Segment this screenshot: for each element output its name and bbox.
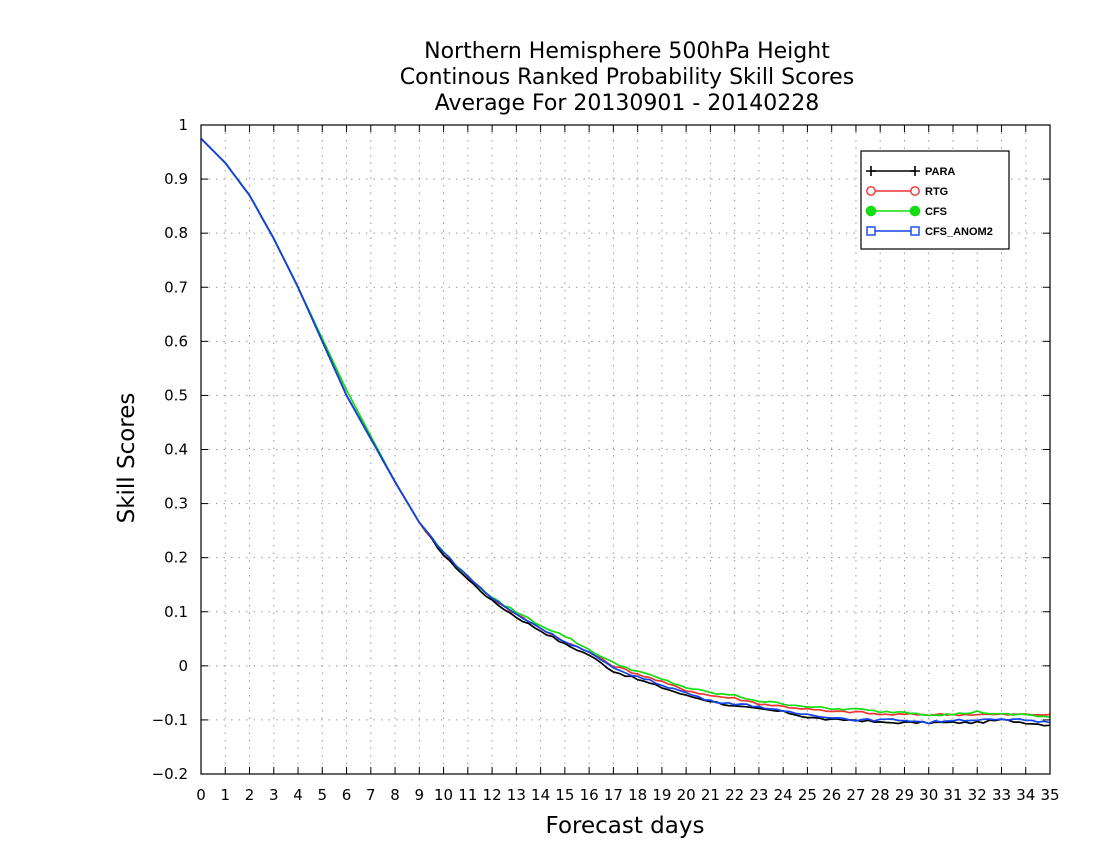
y-tick-label: 0 bbox=[178, 657, 188, 675]
x-tick-label: 0 bbox=[196, 786, 206, 804]
x-tick-label: 26 bbox=[822, 786, 841, 804]
y-tick-label: 0.4 bbox=[164, 441, 188, 459]
x-tick-label: 33 bbox=[992, 786, 1011, 804]
y-tick-label: 0.9 bbox=[164, 170, 188, 188]
x-tick-label: 30 bbox=[919, 786, 938, 804]
legend-label: CFS bbox=[925, 206, 947, 218]
x-tick-label: 10 bbox=[434, 786, 453, 804]
legend: PARA RTG CFS CFS_ANOM2 bbox=[860, 150, 1010, 250]
y-tick-label: 0.2 bbox=[164, 549, 188, 567]
y-tick-label: 0.1 bbox=[164, 603, 188, 621]
legend-marker bbox=[866, 166, 876, 176]
x-tick-label: 24 bbox=[774, 786, 793, 804]
x-tick-label: 4 bbox=[293, 786, 303, 804]
axis-ticks bbox=[200, 124, 1051, 775]
series-line-cfs bbox=[200, 137, 1051, 719]
legend-marker bbox=[866, 186, 876, 196]
legend-marker bbox=[910, 186, 920, 196]
chart-title: Northern Hemisphere 500hPa HeightContino… bbox=[400, 39, 854, 116]
legend-label: CFS_ANOM2 bbox=[925, 226, 993, 238]
legend-marker bbox=[866, 226, 876, 236]
title-line: Continous Ranked Probability Skill Score… bbox=[400, 65, 854, 90]
legend-marker bbox=[865, 205, 877, 217]
x-tick-label: 28 bbox=[871, 786, 890, 804]
x-tick-label: 12 bbox=[483, 786, 502, 804]
x-tick-label: 9 bbox=[415, 786, 425, 804]
x-tick-label: 34 bbox=[1016, 786, 1035, 804]
series-lines bbox=[200, 137, 1051, 727]
x-tick-label: 6 bbox=[342, 786, 352, 804]
x-tick-label: 31 bbox=[943, 786, 962, 804]
y-tick-label: 0.8 bbox=[164, 224, 188, 242]
legend-marker bbox=[909, 205, 921, 217]
x-tick-label: 23 bbox=[749, 786, 768, 804]
y-tick-label: 0.5 bbox=[164, 386, 188, 404]
legend-label: RTG bbox=[925, 186, 948, 198]
x-tick-label: 25 bbox=[798, 786, 817, 804]
legend-marker bbox=[910, 226, 920, 236]
x-tick-label: 2 bbox=[245, 786, 255, 804]
x-tick-label: 11 bbox=[458, 786, 477, 804]
x-tick-label: 13 bbox=[507, 786, 526, 804]
x-axis-label: Forecast days bbox=[546, 813, 705, 839]
x-tick-label: 27 bbox=[846, 786, 865, 804]
x-tick-label: 5 bbox=[318, 786, 328, 804]
x-tick-label: 8 bbox=[390, 786, 400, 804]
x-tick-labels: 0 1 2 3 4 5 6 7 8 9 10 11 12 13 14 15 16 17 18 19 20 21 22 23 24… bbox=[196, 786, 1059, 804]
x-tick-label: 29 bbox=[895, 786, 914, 804]
x-tick-label: 32 bbox=[968, 786, 987, 804]
x-tick-label: 19 bbox=[652, 786, 671, 804]
x-tick-label: 15 bbox=[555, 786, 574, 804]
x-tick-label: 1 bbox=[220, 786, 230, 804]
y-tick-label: −0.2 bbox=[152, 765, 188, 783]
legend-marker bbox=[910, 166, 920, 176]
y-axis-label: Skill Scores bbox=[114, 393, 140, 524]
x-tick-label: 18 bbox=[628, 786, 647, 804]
legend-label: PARA bbox=[925, 166, 955, 178]
y-tick-labels: −0.2 −0.1 0 0.1 0.2 0.3 0.4 0.5 0.6 0.7 0.8 0.9 1 bbox=[152, 116, 188, 783]
title-line: Northern Hemisphere 500hPa Height bbox=[424, 39, 830, 64]
title-line: Average For 20130901 - 20140228 bbox=[435, 91, 820, 116]
series-line-cfs-anom2 bbox=[200, 137, 1051, 725]
x-tick-label: 14 bbox=[531, 786, 550, 804]
legend-box bbox=[860, 150, 1010, 250]
x-tick-label: 35 bbox=[1040, 786, 1059, 804]
y-tick-label: 0.7 bbox=[164, 278, 188, 296]
y-tick-label: 0.6 bbox=[164, 332, 188, 350]
y-tick-label: −0.1 bbox=[152, 711, 188, 729]
y-tick-label: 0.3 bbox=[164, 495, 188, 513]
x-tick-label: 17 bbox=[604, 786, 623, 804]
x-tick-label: 16 bbox=[580, 786, 599, 804]
x-tick-label: 7 bbox=[366, 786, 376, 804]
x-tick-label: 20 bbox=[677, 786, 696, 804]
x-tick-label: 22 bbox=[725, 786, 744, 804]
x-tick-label: 3 bbox=[269, 786, 279, 804]
y-tick-label: 1 bbox=[178, 116, 188, 134]
x-tick-label: 21 bbox=[701, 786, 720, 804]
